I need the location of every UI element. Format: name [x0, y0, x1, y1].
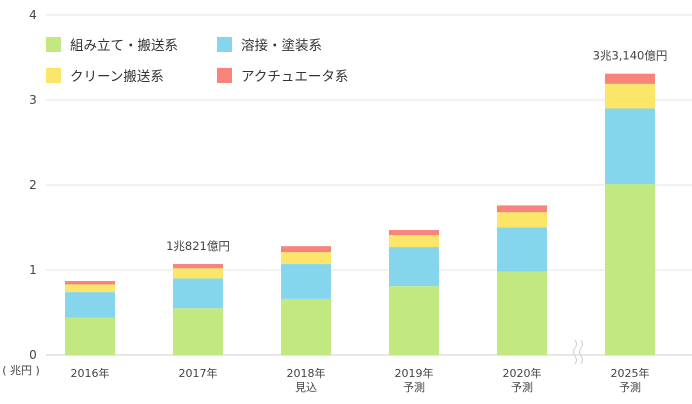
- y-tick-label-3: 3: [29, 93, 37, 107]
- bar-segment-2017年-0: [173, 308, 223, 355]
- bar-segment-2020年-3: [497, 205, 547, 213]
- bar-segment-2017年-2: [173, 268, 223, 279]
- legend-label-welding: 溶接・塗装系: [241, 38, 322, 54]
- legend-label-assembly: 組み立て・搬送系: [70, 38, 178, 54]
- y-tick-label-2: 2: [29, 178, 37, 192]
- bar-segment-2018年-1: [281, 264, 331, 299]
- legend-swatch-assembly: [46, 36, 61, 52]
- bar-segment-2025年-2: [605, 83, 655, 109]
- x-tick-label-2025年: 2025年: [611, 366, 650, 380]
- bar-segment-2020年-0: [497, 271, 547, 355]
- x-sublabel-2020年: 予測: [511, 380, 533, 394]
- bar-segment-2025年-0: [605, 184, 655, 355]
- bar-segment-2017年-1: [173, 278, 223, 309]
- bar-segment-2016年-2: [65, 284, 115, 293]
- y-unit-label: ( 兆円 ): [2, 364, 40, 377]
- legend-item-welding: 溶接・塗装系: [217, 34, 322, 54]
- bar-segment-2025年-1: [605, 108, 655, 185]
- x-tick-label-2018年: 2018年: [287, 366, 326, 380]
- bar-segment-2020年-1: [497, 227, 547, 272]
- legend-label-actuator: アクチュエータ系: [241, 69, 349, 85]
- bar-segment-2019年-0: [389, 286, 439, 355]
- total-annotation-2025年: 3兆3,140億円: [593, 49, 668, 63]
- bar-segment-2019年-2: [389, 235, 439, 248]
- y-tick-label-4: 4: [29, 8, 37, 22]
- x-tick-label-2017年: 2017年: [179, 366, 218, 380]
- bar-segment-2016年-1: [65, 292, 115, 318]
- legend-item-assembly: 組み立て・搬送系: [46, 34, 178, 54]
- legend-swatch-actuator: [217, 67, 232, 83]
- x-tick-label-2020年: 2020年: [503, 366, 542, 380]
- y-tick-label-1: 1: [29, 263, 37, 277]
- bar-segment-2020年-2: [497, 212, 547, 228]
- bar-segment-2016年-3: [65, 281, 115, 285]
- legend-item-actuator: アクチュエータ系: [217, 65, 348, 85]
- bar-segment-2018年-2: [281, 252, 331, 265]
- axis-break-mark-0: [573, 339, 577, 365]
- bar-segment-2025年-3: [605, 73, 655, 84]
- legend-swatch-clean: [46, 67, 61, 83]
- legend-item-clean: クリーン搬送系: [46, 65, 164, 85]
- bar-segment-2018年-3: [281, 246, 331, 253]
- bar-segment-2019年-1: [389, 247, 439, 287]
- bar-segment-2016年-0: [65, 317, 115, 355]
- y-tick-label-0: 0: [29, 348, 37, 362]
- legend-label-clean: クリーン搬送系: [70, 69, 164, 85]
- x-sublabel-2018年: 見込: [295, 381, 317, 394]
- x-tick-label-2019年: 2019年: [395, 366, 434, 380]
- axis-break-mark-1: [579, 339, 583, 365]
- x-sublabel-2019年: 予測: [403, 380, 425, 394]
- total-annotation-2017年: 1兆821億円: [166, 239, 230, 253]
- bar-segment-2019年-3: [389, 230, 439, 236]
- bar-segment-2017年-3: [173, 264, 223, 269]
- x-tick-label-2016年: 2016年: [71, 366, 110, 380]
- legend-swatch-welding: [217, 36, 232, 52]
- x-sublabel-2025年: 予測: [619, 380, 641, 394]
- bar-segment-2018年-0: [281, 298, 331, 355]
